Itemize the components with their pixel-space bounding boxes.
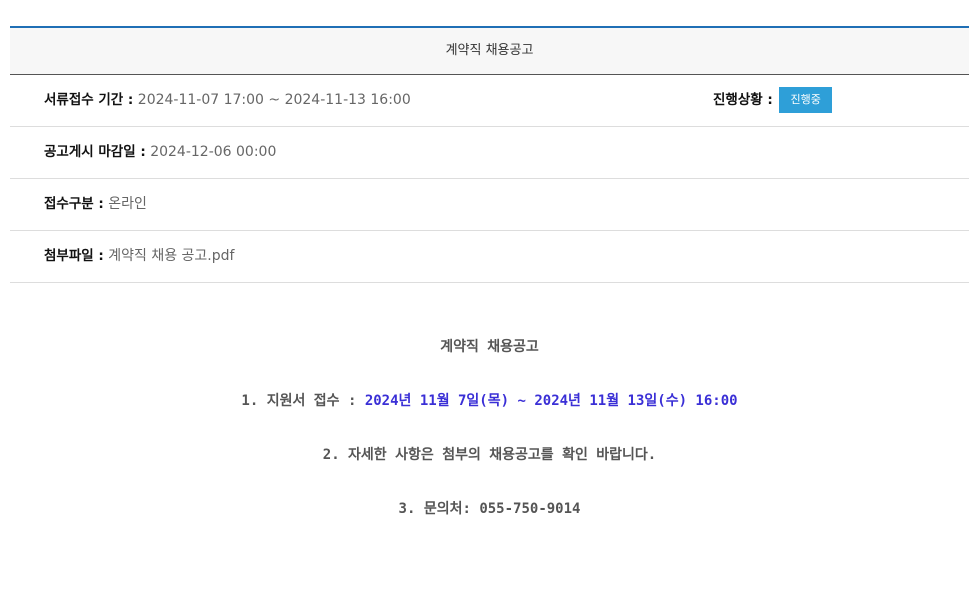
label: 첨부파일 : <box>44 248 104 264</box>
row-attachment: 첨부파일 : 계약직 채용 공고.pdf <box>10 231 969 283</box>
posting-body: 계약직 채용공고 1. 지원서 접수 : 2024년 11월 7일(목) ~ 2… <box>0 330 979 546</box>
row-application-period: 서류접수 기간 : 2024-11-07 17:00 ~ 2024-11-13 … <box>10 75 969 127</box>
status-label: 진행상황 : <box>713 92 773 108</box>
row-application-type: 접수구분 : 온라인 <box>10 179 969 231</box>
body-title: 계약직 채용공고 <box>440 339 539 355</box>
label: 접수구분 : <box>44 196 104 212</box>
posting-title: 계약직 채용공고 <box>10 28 969 75</box>
attachment-link[interactable]: 계약직 채용 공고.pdf <box>108 248 235 264</box>
body-line-1: 1. 지원서 접수 : 2024년 11월 7일(목) ~ 2024년 11월 … <box>0 384 979 438</box>
line1-prefix: 1. 지원서 접수 : <box>241 393 365 409</box>
value: 2024-11-07 17:00 ~ 2024-11-13 16:00 <box>137 92 411 108</box>
status: 진행상황 : 진행중 <box>713 75 832 126</box>
row-deadline: 공고게시 마감일 : 2024-12-06 00:00 <box>10 127 969 179</box>
job-posting-table: 계약직 채용공고 서류접수 기간 : 2024-11-07 17:00 ~ 20… <box>10 26 969 283</box>
body-line-2: 2. 자세한 사항은 첨부의 채용공고를 확인 바랍니다. <box>322 447 657 463</box>
line1-dates: 2024년 11월 7일(목) ~ 2024년 11월 13일(수) 16:00 <box>364 393 738 409</box>
label: 서류접수 기간 : <box>44 92 134 108</box>
body-line-3: 3. 문의처: 055-750-9014 <box>398 501 581 517</box>
value: 2024-12-06 00:00 <box>150 144 277 160</box>
label: 공고게시 마감일 : <box>44 144 146 160</box>
value: 온라인 <box>108 196 147 212</box>
status-badge: 진행중 <box>779 87 832 113</box>
